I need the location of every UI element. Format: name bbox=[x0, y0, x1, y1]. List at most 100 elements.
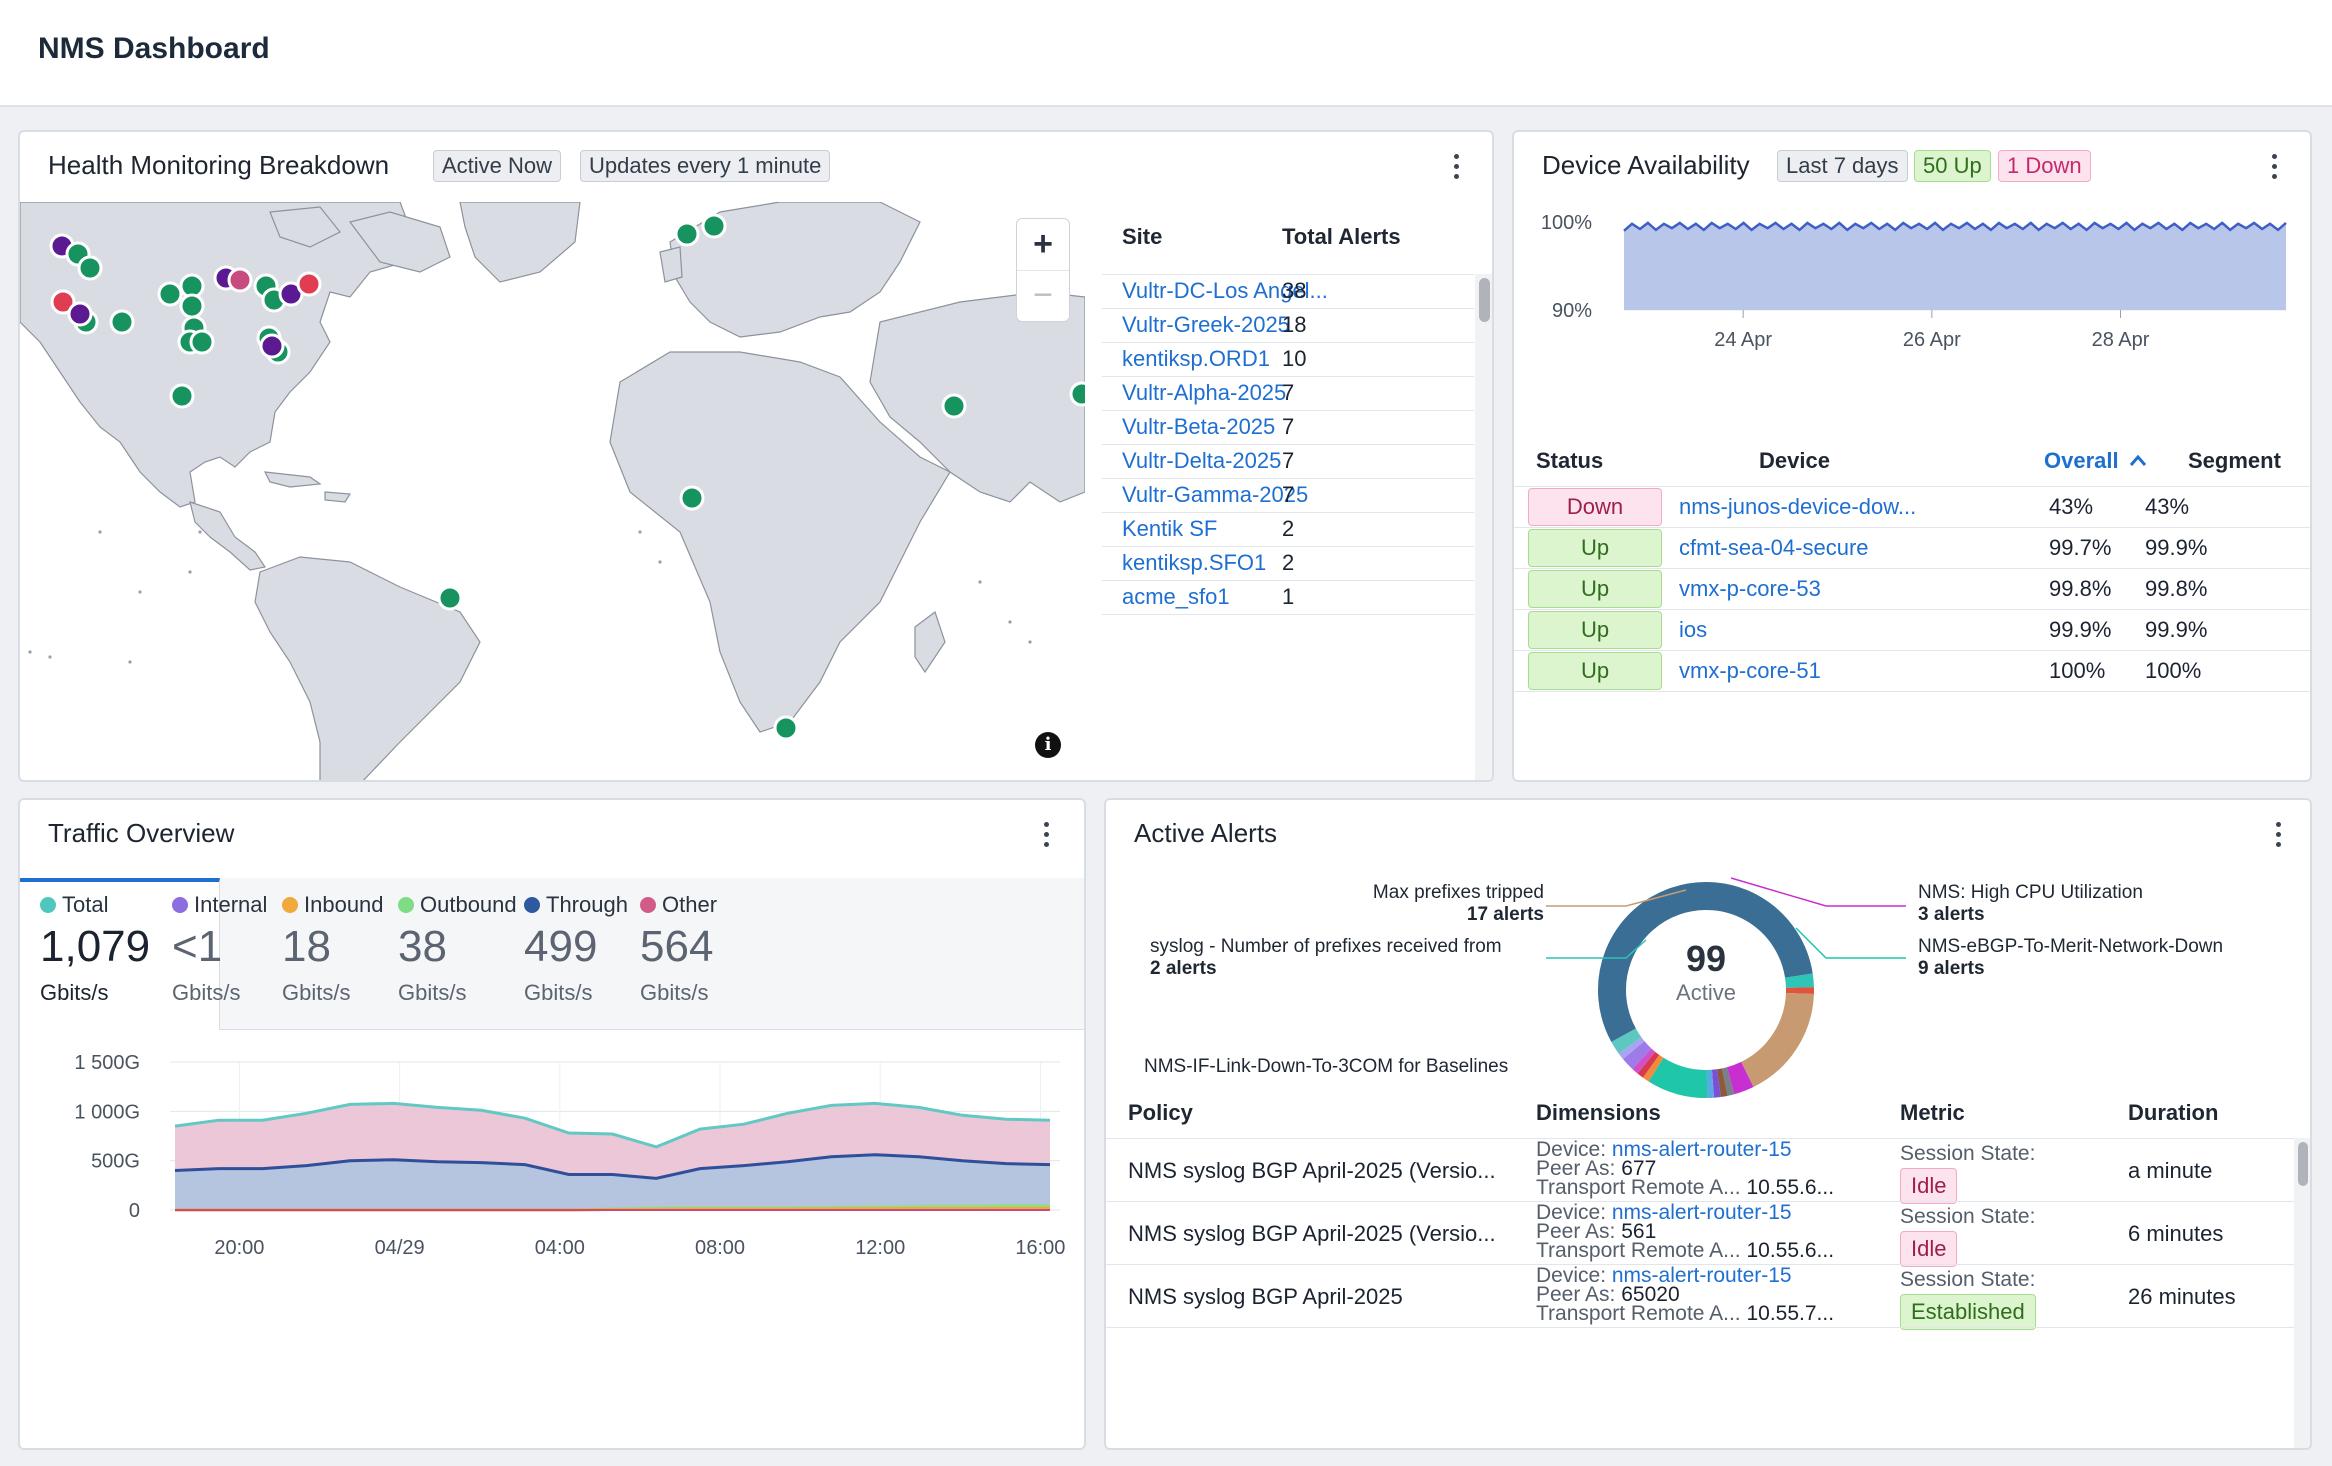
device-label: Device: bbox=[1536, 1138, 1607, 1161]
alerts-panel-title: Active Alerts bbox=[1134, 818, 1278, 848]
donut-segment[interactable] bbox=[1637, 1051, 1660, 1078]
segment-value: 99.8% bbox=[2145, 576, 2208, 601]
sort-ascending-icon bbox=[2129, 454, 2146, 466]
alerts-scrollbar[interactable] bbox=[2294, 1138, 2310, 1448]
device-availability-panel: Device Availability Last 7 days 50 Up 1 … bbox=[1512, 130, 2312, 782]
stat-label-outbound[interactable]: Outbound bbox=[398, 892, 517, 918]
transport-value: 10.55.6... bbox=[1746, 1176, 1835, 1199]
site-link[interactable]: kentiksp.ORD1 bbox=[1122, 346, 1270, 371]
donut-segment[interactable] bbox=[1785, 973, 1814, 989]
device-link[interactable]: nms-alert-router-15 bbox=[1611, 1201, 1792, 1224]
device-link[interactable]: nms-alert-router-15 bbox=[1611, 1138, 1792, 1161]
active-alerts-panel: Active Alerts 99 Active Max prefixes tri… bbox=[1104, 798, 2312, 1450]
duration-column-header[interactable]: Duration bbox=[2128, 1100, 2219, 1125]
status-pill: Up bbox=[1528, 611, 1662, 649]
device-link[interactable]: ios bbox=[1679, 617, 1708, 642]
donut-segment[interactable] bbox=[1648, 1057, 1708, 1098]
callout-if-link-down: NMS-IF-Link-Down-To-3COM for Baselines bbox=[1144, 1056, 1509, 1077]
alert-policy[interactable]: NMS syslog BGP April-2025 bbox=[1128, 1284, 1403, 1309]
down-count-tag: 1 Down bbox=[1998, 150, 2091, 182]
device-link[interactable]: nms-junos-device-dow... bbox=[1679, 494, 1917, 519]
donut-segment[interactable] bbox=[1642, 1054, 1664, 1082]
row-divider bbox=[1106, 1201, 2294, 1202]
dimension-device: Device: nms-alert-router-15 bbox=[1536, 1201, 1792, 1225]
site-column-header[interactable]: Site bbox=[1122, 224, 1163, 249]
device-link[interactable]: vmx-p-core-51 bbox=[1679, 658, 1821, 683]
site-link[interactable]: Vultr-Delta-2025 bbox=[1122, 448, 1282, 473]
site-link[interactable]: Vultr-DC-Los Angel... bbox=[1122, 278, 1328, 303]
stat-label-through[interactable]: Through bbox=[524, 892, 628, 918]
dimensions-column-header[interactable]: Dimensions bbox=[1536, 1100, 1661, 1125]
donut-segment[interactable] bbox=[1632, 1048, 1656, 1074]
legend-dot-icon bbox=[40, 897, 56, 913]
sites-scrollbar-thumb[interactable] bbox=[1479, 278, 1490, 322]
total-alerts-column-header[interactable]: Total Alerts bbox=[1282, 224, 1401, 249]
segment-column-header[interactable]: Segment bbox=[2188, 448, 2281, 473]
y-tick-label: 90% bbox=[1552, 300, 1592, 322]
status-column-header[interactable]: Status bbox=[1536, 448, 1604, 473]
traffic-area-through bbox=[175, 1154, 1050, 1210]
traffic-menu-icon[interactable] bbox=[1040, 822, 1052, 850]
row-divider bbox=[1514, 609, 2310, 610]
health-menu-icon[interactable] bbox=[1450, 154, 1462, 182]
device-column-header[interactable]: Device bbox=[1759, 448, 1830, 473]
metric-column-header[interactable]: Metric bbox=[1900, 1100, 1965, 1125]
stat-label-total[interactable]: Total bbox=[40, 892, 108, 918]
site-alert-count: 18 bbox=[1282, 312, 1307, 337]
stat-label-inbound[interactable]: Inbound bbox=[282, 892, 384, 918]
legend-dot-icon bbox=[282, 897, 298, 913]
stat-label-other[interactable]: Other bbox=[640, 892, 717, 918]
donut-center-label: Active bbox=[1676, 980, 1736, 1005]
world-map[interactable]: + − i bbox=[20, 202, 1085, 782]
peer-label: Peer As: bbox=[1536, 1157, 1616, 1180]
site-link[interactable]: acme_sfo1 bbox=[1122, 584, 1230, 609]
device-link[interactable]: nms-alert-router-15 bbox=[1611, 1264, 1792, 1287]
stat-label-internal[interactable]: Internal bbox=[172, 892, 267, 918]
stat-value: 564 bbox=[640, 922, 714, 971]
alerts-scrollbar-thumb[interactable] bbox=[2298, 1142, 2308, 1186]
donut-segment[interactable] bbox=[1618, 1037, 1645, 1060]
site-link[interactable]: Vultr-Greek-2025 bbox=[1122, 312, 1290, 337]
traffic-line-total bbox=[174, 1101, 1051, 1149]
donut-segment[interactable] bbox=[1622, 1040, 1652, 1069]
site-link[interactable]: Vultr-Gamma-2025 bbox=[1122, 482, 1309, 507]
donut-segment[interactable] bbox=[1716, 1068, 1728, 1097]
donut-segment[interactable] bbox=[1740, 992, 1814, 1088]
device-link[interactable]: vmx-p-core-53 bbox=[1679, 576, 1821, 601]
donut-segment[interactable] bbox=[1711, 1069, 1721, 1098]
stat-name: Internal bbox=[194, 892, 268, 917]
alert-policy[interactable]: NMS syslog BGP April-2025 (Versio... bbox=[1128, 1158, 1496, 1183]
site-link[interactable]: kentiksp.SFO1 bbox=[1122, 550, 1267, 575]
row-divider bbox=[1102, 308, 1474, 309]
dimension-peer-as: Peer As: 561 bbox=[1536, 1220, 1656, 1244]
alerts-menu-icon[interactable] bbox=[2272, 822, 2284, 850]
site-link[interactable]: Vultr-Alpha-2025 bbox=[1122, 380, 1287, 405]
donut-segment[interactable] bbox=[1726, 1061, 1754, 1095]
site-link[interactable]: Vultr-Beta-2025 bbox=[1122, 414, 1276, 439]
alert-policy[interactable]: NMS syslog BGP April-2025 (Versio... bbox=[1128, 1221, 1496, 1246]
site-alert-count: 2 bbox=[1282, 550, 1295, 575]
zoom-in-button[interactable]: + bbox=[1017, 219, 1069, 271]
sites-table: Site Total Alerts Vultr-DC-Los Angel... 3… bbox=[1102, 202, 1492, 780]
site-markers[interactable] bbox=[20, 202, 1085, 782]
zoom-out-button[interactable]: − bbox=[1033, 276, 1053, 314]
alert-duration: 6 minutes bbox=[2128, 1221, 2224, 1246]
device-link[interactable]: cfmt-sea-04-secure bbox=[1679, 535, 1869, 560]
x-tick-label: 26 Apr bbox=[1903, 329, 1961, 351]
overall-column-header[interactable]: Overall bbox=[2044, 448, 2147, 474]
site-alert-count: 7 bbox=[1282, 482, 1295, 507]
stat-unit: Gbits/s bbox=[282, 980, 351, 1005]
policy-column-header[interactable]: Policy bbox=[1128, 1100, 1193, 1125]
stat-value: 499 bbox=[524, 922, 598, 971]
info-icon[interactable]: i bbox=[1035, 732, 1061, 758]
donut-segment[interactable] bbox=[1611, 1028, 1642, 1054]
alerts-donut-chart[interactable] bbox=[1586, 870, 1826, 1110]
donut-segment[interactable] bbox=[1721, 1067, 1735, 1096]
stat-name: Other bbox=[662, 892, 718, 917]
availability-menu-icon[interactable] bbox=[2268, 154, 2280, 182]
sites-scrollbar[interactable] bbox=[1475, 274, 1492, 780]
traffic-overview-panel: Traffic Overview Total 1,079 Gbits/s Intern… bbox=[18, 798, 1086, 1450]
dimension-device: Device: nms-alert-router-15 bbox=[1536, 1138, 1792, 1162]
donut-segment[interactable] bbox=[1598, 882, 1813, 1043]
site-link[interactable]: Kentik SF bbox=[1122, 516, 1218, 541]
